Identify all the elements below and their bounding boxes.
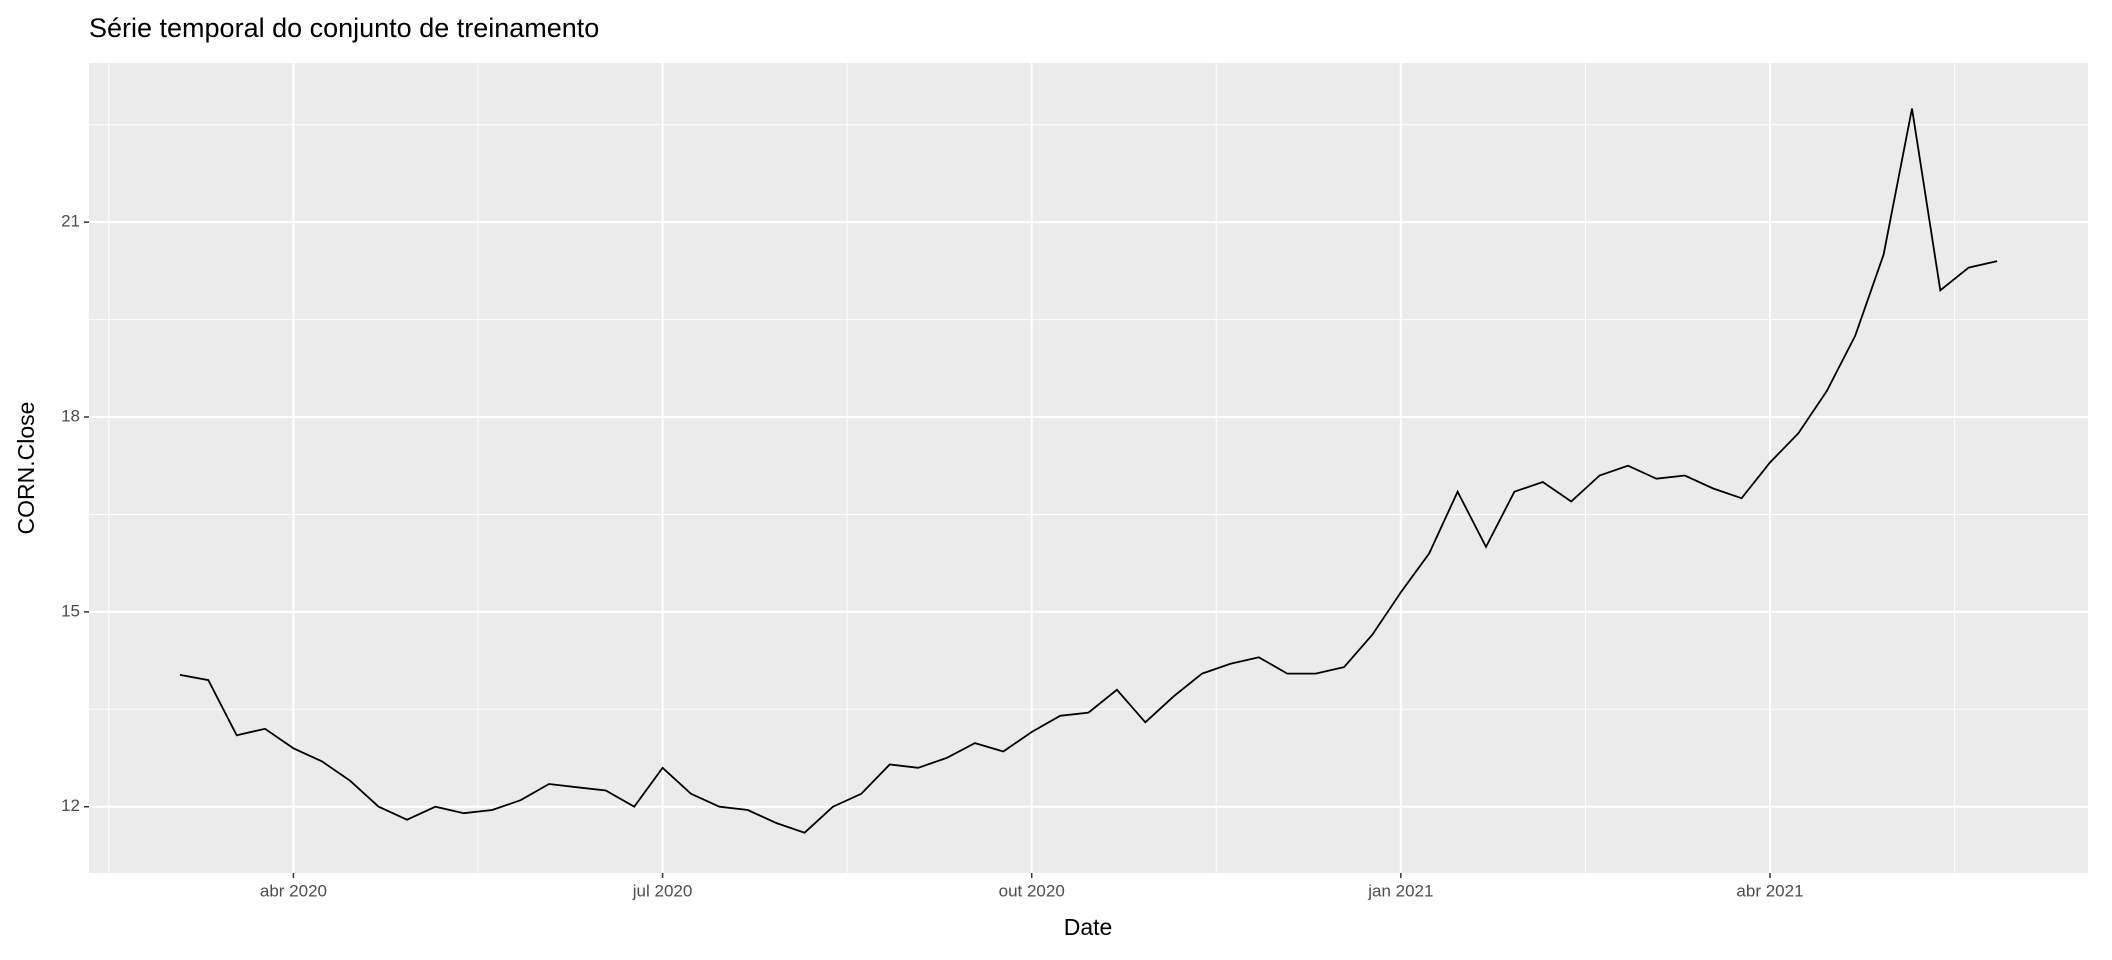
x-tick-label: out 2020 [999,881,1065,900]
y-tick-label: 21 [61,212,80,231]
x-tick-label: abr 2020 [260,881,327,900]
x-tick-label: jul 2020 [632,881,693,900]
y-tick-label: 12 [61,796,80,815]
plot-panel [89,63,2088,873]
line [179,108,1998,834]
x-tick-label: abr 2021 [1736,881,1803,900]
x-tick-label: jan 2021 [1367,881,1433,900]
y-tick-label: 15 [61,601,80,620]
y-axis-title: CORN.Close [13,402,39,535]
x-axis-title: Date [1064,914,1113,940]
chart-title: Série temporal do conjunto de treinament… [89,13,599,43]
y-tick-label: 18 [61,406,80,425]
